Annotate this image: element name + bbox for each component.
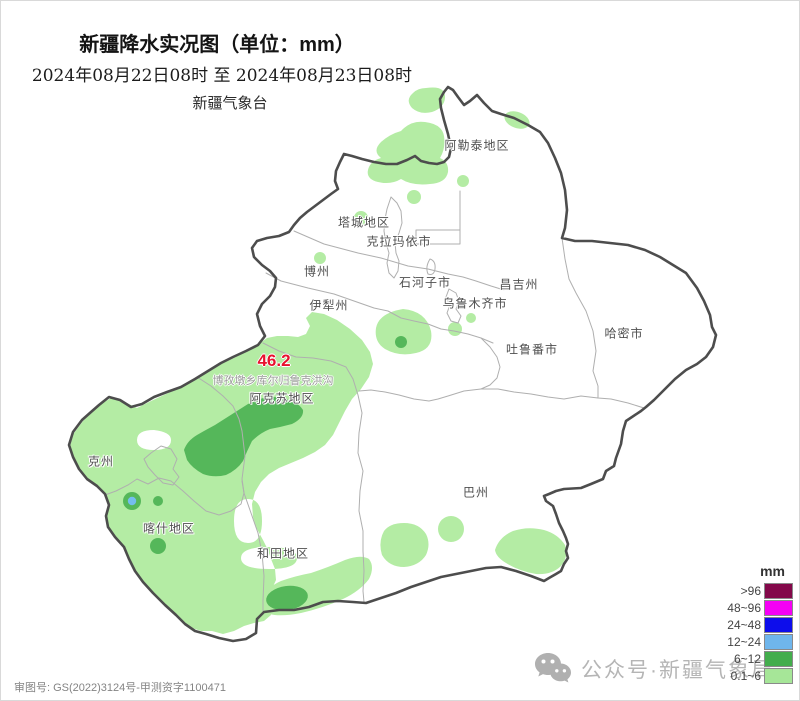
watermark-text: 公众号·新疆气象局	[581, 659, 774, 682]
xinjiang-outer-border	[67, 85, 718, 643]
page-title: 新疆降水实况图（单位：mm）	[79, 34, 355, 56]
legend-color-swatch	[764, 617, 793, 633]
legend-range-label: 0.1~6	[730, 669, 761, 683]
legend-color-swatch	[764, 583, 793, 599]
prefecture-borders	[104, 190, 645, 612]
region-label: 巴州	[462, 485, 490, 500]
legend-row: 12~24	[727, 634, 793, 650]
legend-row: 0.1~6	[727, 668, 793, 684]
page-source-agency: 新疆气象台	[192, 94, 268, 112]
page-subtitle-daterange: 2024年08月22日08时 至 2024年08月23日08时	[31, 66, 413, 86]
legend-color-swatch	[764, 668, 793, 684]
legend-row: >96	[727, 583, 793, 599]
region-label: 昌吉州	[499, 277, 539, 292]
max-precip-value: 46.2	[257, 351, 291, 370]
region-label: 阿勒泰地区	[444, 138, 510, 153]
legend-range-label: 48~96	[727, 601, 761, 615]
region-label: 阿克苏地区	[249, 391, 315, 406]
legend-row: 6~12	[727, 651, 793, 667]
region-label: 博州	[303, 264, 331, 279]
legend-unit: mm	[760, 563, 785, 579]
legend-range-label: >96	[740, 584, 761, 598]
region-label: 塔城地区	[337, 215, 391, 230]
legend-row: 48~96	[727, 600, 793, 616]
region-label: 克州	[87, 454, 115, 469]
legend-range-label: 6~12	[733, 652, 761, 666]
region-label: 石河子市	[398, 275, 452, 290]
max-precip-site: 博孜墩乡库尔归鲁克洪沟	[212, 375, 334, 387]
region-label: 和田地区	[256, 546, 310, 561]
legend-color-swatch	[764, 651, 793, 667]
wechat-icon	[535, 653, 571, 683]
region-label: 喀什地区	[142, 521, 196, 536]
rain-area-light	[70, 87, 567, 634]
region-label: 克拉玛依市	[366, 234, 432, 249]
wechat-watermark: 公众号·新疆气象局	[533, 649, 774, 689]
region-label: 哈密市	[604, 326, 644, 341]
legend-color-swatch	[764, 634, 793, 650]
region-label: 吐鲁番市	[505, 342, 559, 357]
legend-row: 24~48	[727, 617, 793, 633]
legend-range-label: 12~24	[727, 635, 761, 649]
region-label: 伊犁州	[309, 298, 349, 313]
precip-legend: mm >96 48~96 24~48 12~24 6~12 0.1~6	[727, 563, 793, 685]
rain-spot-heavier	[127, 496, 137, 506]
map-license-number: 审图号: GS(2022)3124号-甲测资字1100471	[14, 682, 226, 694]
rain-area-medium	[123, 336, 407, 611]
region-label: 乌鲁木齐市	[442, 296, 508, 311]
legend-range-label: 24~48	[727, 618, 761, 632]
legend-color-swatch	[764, 600, 793, 616]
